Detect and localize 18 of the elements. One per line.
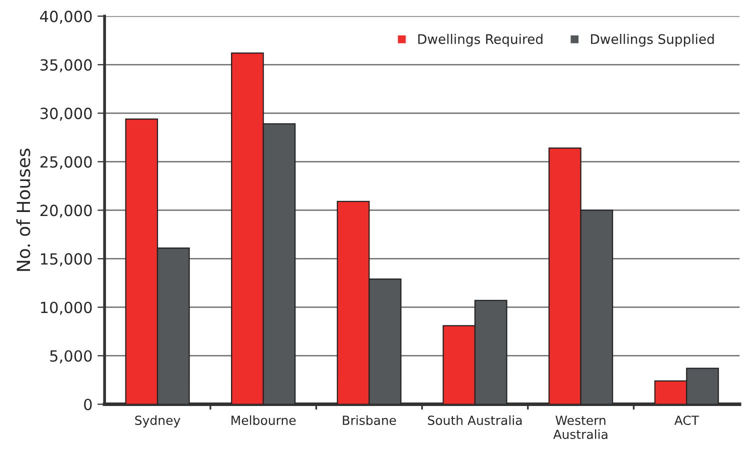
y-tick-label: 10,000 bbox=[40, 302, 92, 315]
y-tick-label: 15,000 bbox=[40, 253, 92, 266]
y-tick-label: 0 bbox=[84, 398, 92, 410]
y-tick-label: 30,000 bbox=[40, 108, 92, 121]
x-tick-label: Western Australia bbox=[553, 416, 608, 440]
y-tick-label: 5,000 bbox=[50, 350, 92, 364]
y-tick-label: 25,000 bbox=[40, 156, 92, 170]
y-tick-label: 35,000 bbox=[40, 59, 92, 72]
x-tick-label: Melbourne bbox=[232, 415, 296, 426]
legend-label: Dwellings Required bbox=[418, 34, 542, 47]
y-tick-label: 20,000 bbox=[40, 204, 92, 218]
legend-label: Dwellings Supplied bbox=[591, 34, 714, 47]
x-tick-label: South Australia bbox=[428, 415, 522, 426]
y-axis-title: No. of Houses bbox=[16, 148, 30, 271]
y-tick-label: 40,000 bbox=[40, 10, 92, 24]
x-tick-label: Sydney bbox=[135, 415, 180, 428]
x-tick-label: Brisbane bbox=[342, 415, 396, 426]
x-tick-label: ACT bbox=[674, 416, 699, 426]
